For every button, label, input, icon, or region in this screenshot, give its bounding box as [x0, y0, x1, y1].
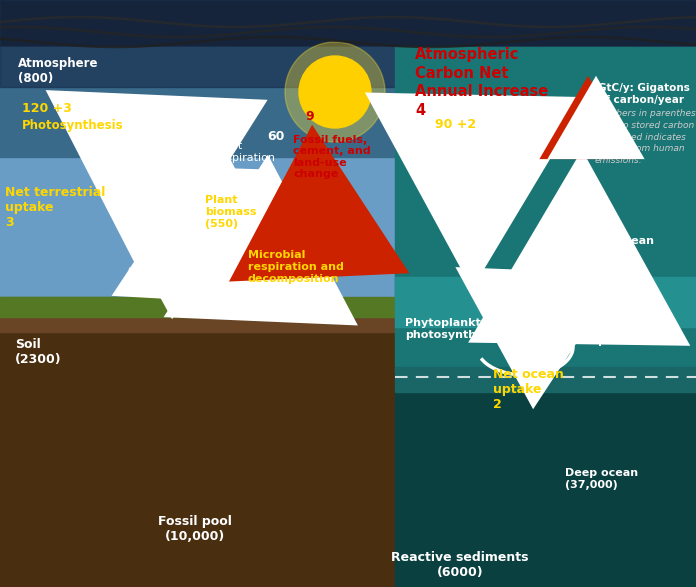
Bar [0, 0, 696, 87]
Bar [0, 297, 395, 317]
Bar [395, 277, 696, 327]
Text: Microbial
respiration and
decomposition: Microbial respiration and decomposition [248, 251, 344, 284]
Text: 60: 60 [267, 130, 285, 143]
Text: Net ocean
uptake
2: Net ocean uptake 2 [493, 367, 564, 410]
Text: Reactive sediments
(6000): Reactive sediments (6000) [391, 551, 529, 579]
Bar [395, 367, 696, 392]
Text: Soil
(2300): Soil (2300) [15, 338, 62, 366]
Bar [0, 47, 395, 317]
Text: Numbers in parentheses
refer to stored carbon
pools. Red indicates
carbon from h: Numbers in parentheses refer to stored c… [595, 109, 696, 165]
Text: Soil carbon: Soil carbon [128, 267, 190, 277]
Text: 9: 9 [305, 110, 314, 123]
Circle shape [285, 42, 385, 142]
Text: 90: 90 [572, 129, 590, 141]
Text: Plant
biomass
(550): Plant biomass (550) [205, 195, 257, 228]
Text: Fossil pool
(10,000): Fossil pool (10,000) [158, 515, 232, 543]
Text: Respiration
and
decomposition: Respiration and decomposition [558, 312, 649, 346]
Text: Atmospheric
Carbon Net
Annual Increase
4: Atmospheric Carbon Net Annual Increase 4 [415, 47, 548, 118]
Bar [0, 47, 696, 157]
Text: Fossil fuels,
cement, and
land-use
change: Fossil fuels, cement, and land-use chang… [293, 134, 371, 180]
Text: Plant
respiration: Plant respiration [215, 141, 275, 163]
Bar [0, 302, 395, 332]
Text: Photosynthesis: Photosynthesis [22, 119, 124, 131]
Bar [0, 0, 696, 47]
Bar [395, 47, 696, 317]
Text: GtC/y: Gigatons
of carbon/year: GtC/y: Gigatons of carbon/year [598, 83, 690, 104]
Text: Deep ocean
(37,000): Deep ocean (37,000) [565, 468, 638, 490]
Text: Air-sea gas
exchange: Air-sea gas exchange [435, 134, 505, 156]
Text: Phytoplankton
photosynthesis: Phytoplankton photosynthesis [405, 318, 500, 340]
Circle shape [299, 56, 371, 128]
Text: Net terrestrial
uptake
3: Net terrestrial uptake 3 [5, 185, 105, 228]
Bar [395, 47, 696, 372]
Text: 60: 60 [218, 113, 235, 126]
Text: Surface ocean
(1000): Surface ocean (1000) [565, 236, 654, 258]
Bar [0, 297, 200, 312]
Text: 120 +3: 120 +3 [22, 103, 72, 116]
Text: Atmosphere
(800): Atmosphere (800) [18, 57, 99, 85]
Bar [0, 312, 395, 587]
Bar [395, 372, 696, 587]
Text: 90 +2: 90 +2 [435, 119, 476, 131]
